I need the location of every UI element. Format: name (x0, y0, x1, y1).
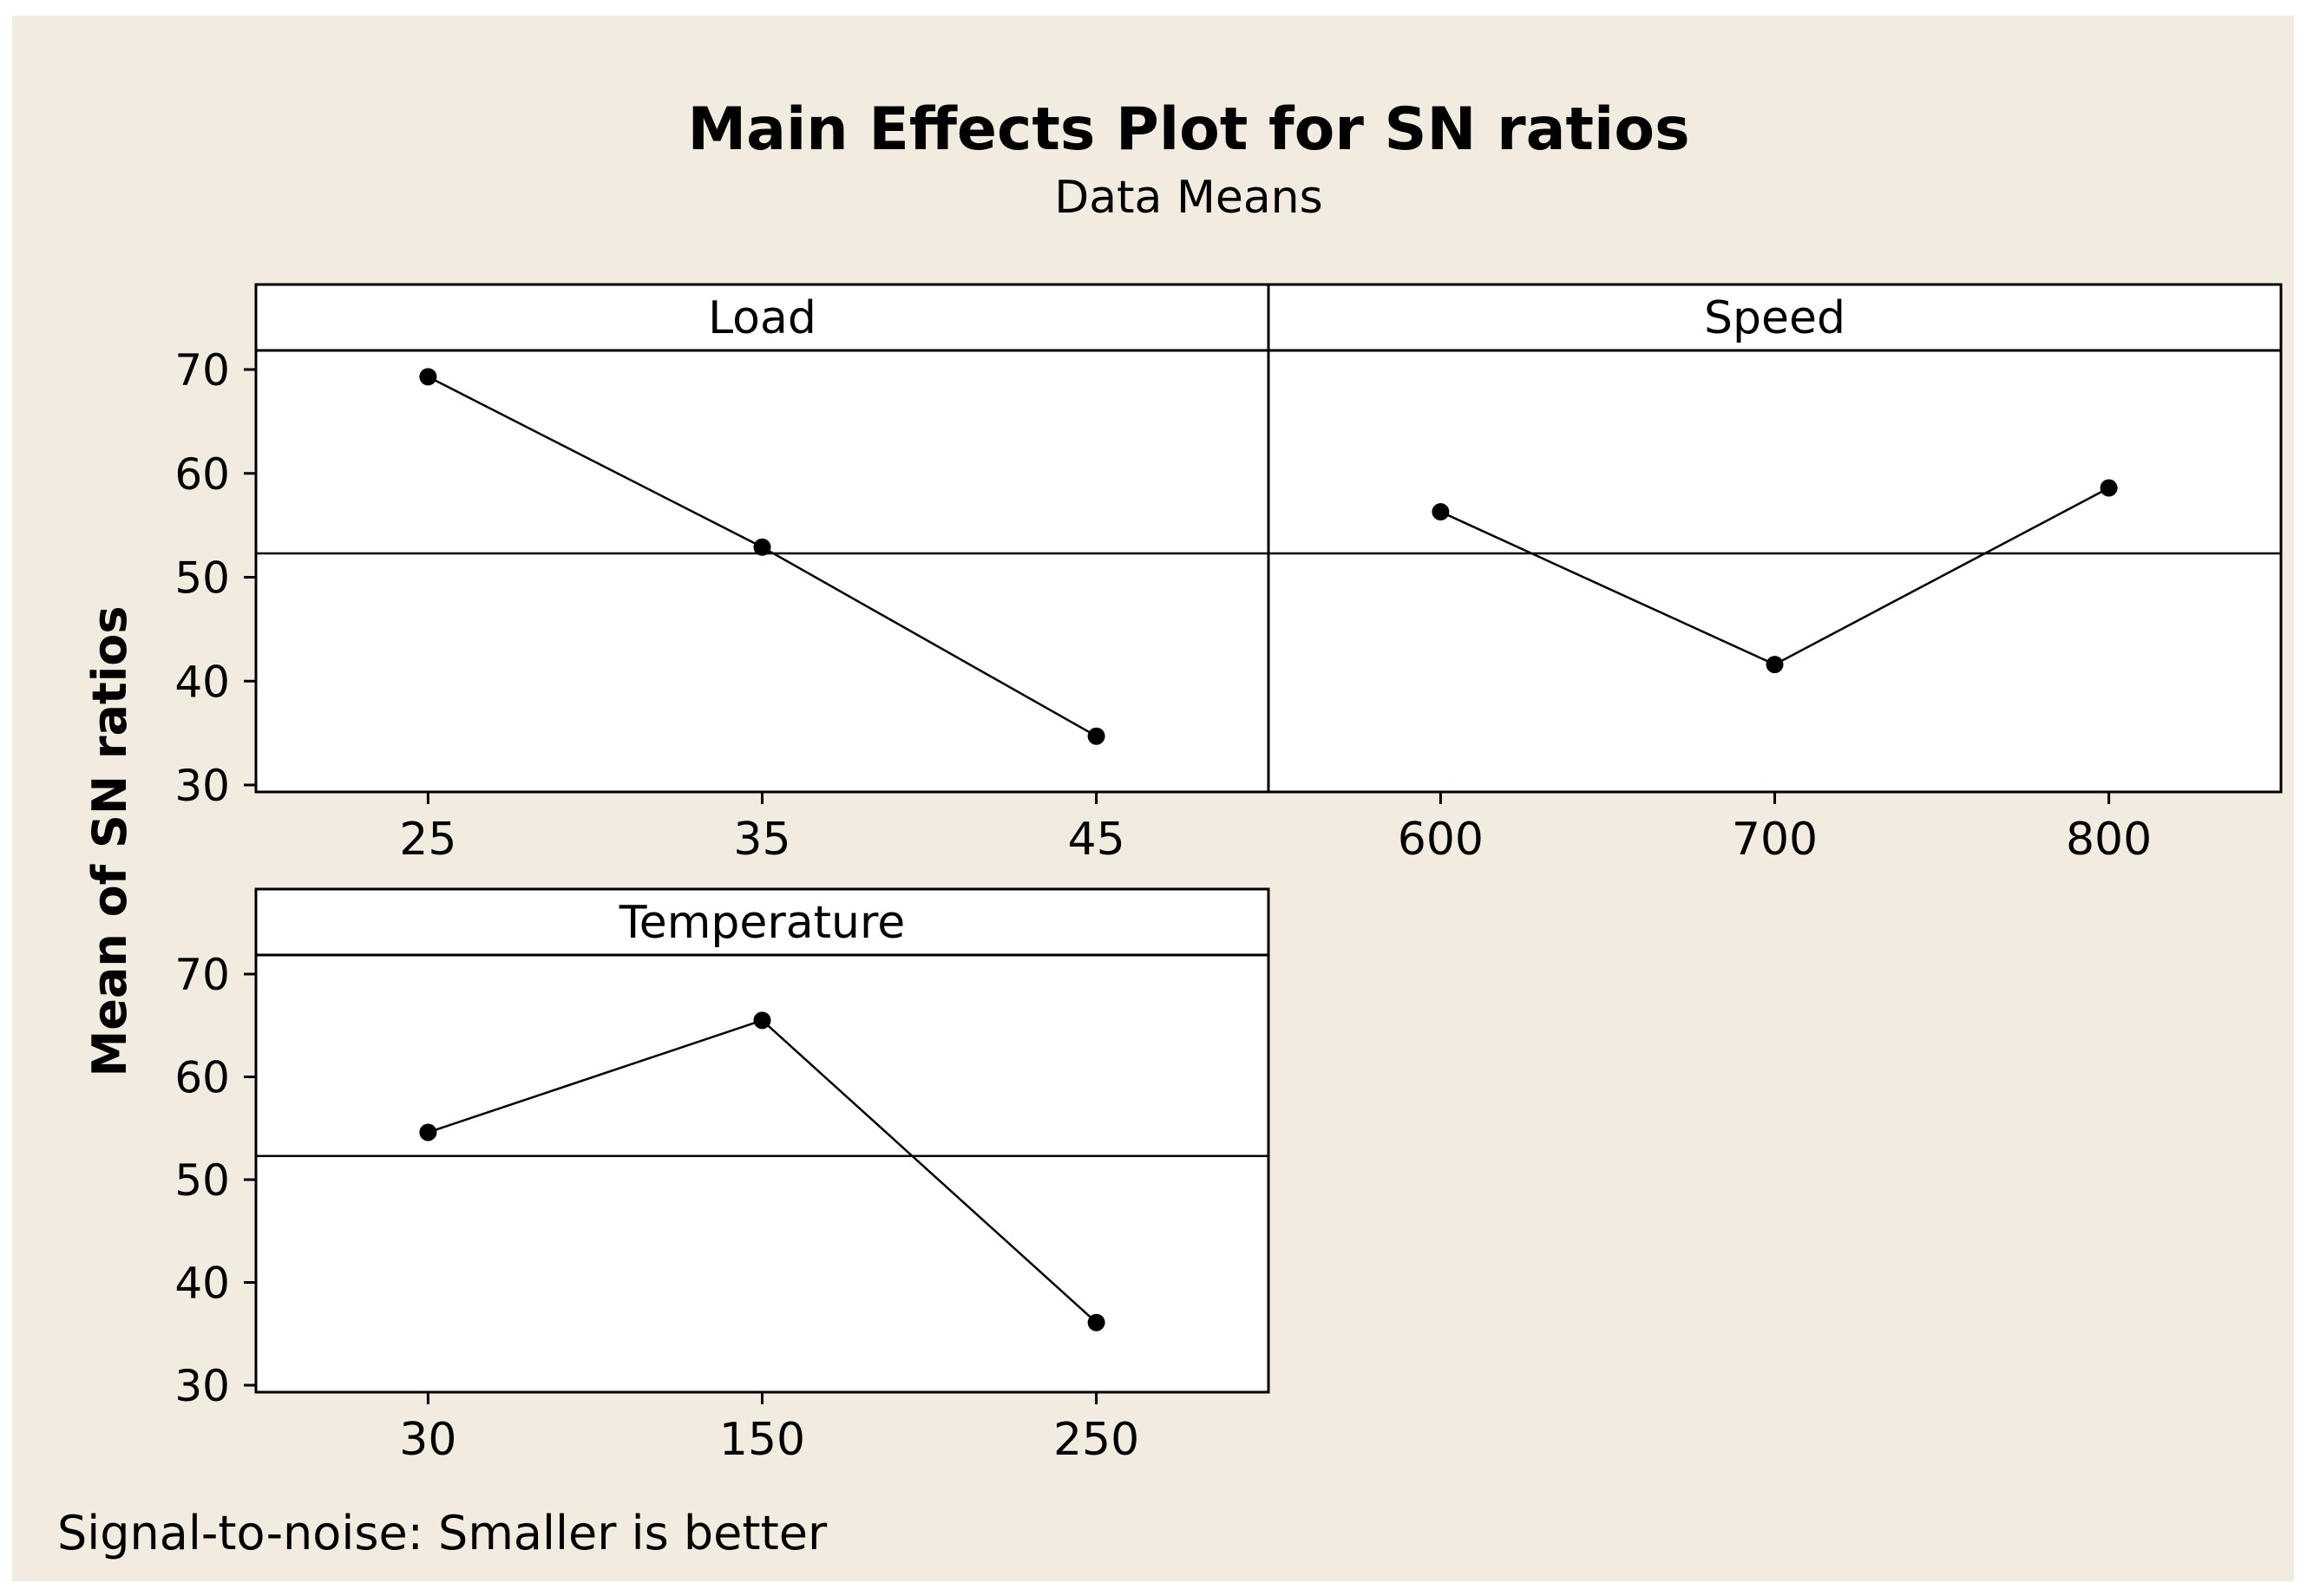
data-point (753, 538, 771, 556)
x-tick-label: 700 (1732, 814, 1818, 866)
y-tick-label: 40 (174, 657, 230, 707)
y-axis-label: Mean of SN ratios (82, 606, 137, 1077)
y-tick-label: 60 (174, 1053, 230, 1103)
x-tick-label: 35 (733, 814, 790, 866)
panel-header-label: Temperature (619, 897, 905, 949)
y-tick-label: 50 (174, 553, 230, 604)
x-tick-label: 250 (1053, 1414, 1139, 1466)
y-tick-label: 50 (174, 1155, 230, 1206)
y-tick-label: 70 (174, 950, 230, 1000)
data-point (1432, 503, 1450, 521)
panel-speed: Speed 600 700 800 (1267, 283, 2283, 866)
panel-header-label: Load (708, 292, 816, 344)
x-tick-label: 150 (719, 1414, 805, 1466)
x-tick-label: 45 (1068, 814, 1125, 866)
data-point (1766, 656, 1784, 674)
x-tick-label: 25 (399, 814, 456, 866)
y-tick-label: 60 (174, 449, 230, 500)
panel-load: Load 30 40 50 60 70 25 35 45 (174, 283, 1270, 866)
chart-subtitle: Data Means (1054, 172, 1322, 224)
panel-frame (254, 887, 1270, 1394)
y-tick-label: 30 (174, 1361, 230, 1411)
x-tick-label: 600 (1398, 814, 1484, 866)
data-point (1087, 1313, 1105, 1331)
y-tick-label: 40 (174, 1259, 230, 1309)
data-point (419, 368, 437, 386)
panels-group: Load 30 40 50 60 70 25 35 45 Speed 600 700 800 Temper… (174, 283, 2283, 1466)
chart-title: Main Effects Plot for SN ratios (687, 95, 1689, 164)
x-tick-label: 30 (399, 1414, 456, 1466)
panel-frame (254, 283, 1270, 794)
panel-temperature: Temperature 30 40 50 60 70 30 150 250 (174, 887, 1270, 1466)
panel-header-label: Speed (1704, 292, 1845, 344)
footnote: Signal-to-noise: Smaller is better (57, 1506, 828, 1560)
data-point (419, 1123, 437, 1141)
data-point (2100, 479, 2118, 497)
panel-frame (1267, 283, 2283, 794)
data-point (753, 1011, 771, 1030)
data-point (1087, 727, 1105, 745)
y-tick-label: 30 (174, 761, 230, 811)
y-tick-label: 70 (174, 345, 230, 396)
x-tick-label: 800 (2066, 814, 2152, 866)
